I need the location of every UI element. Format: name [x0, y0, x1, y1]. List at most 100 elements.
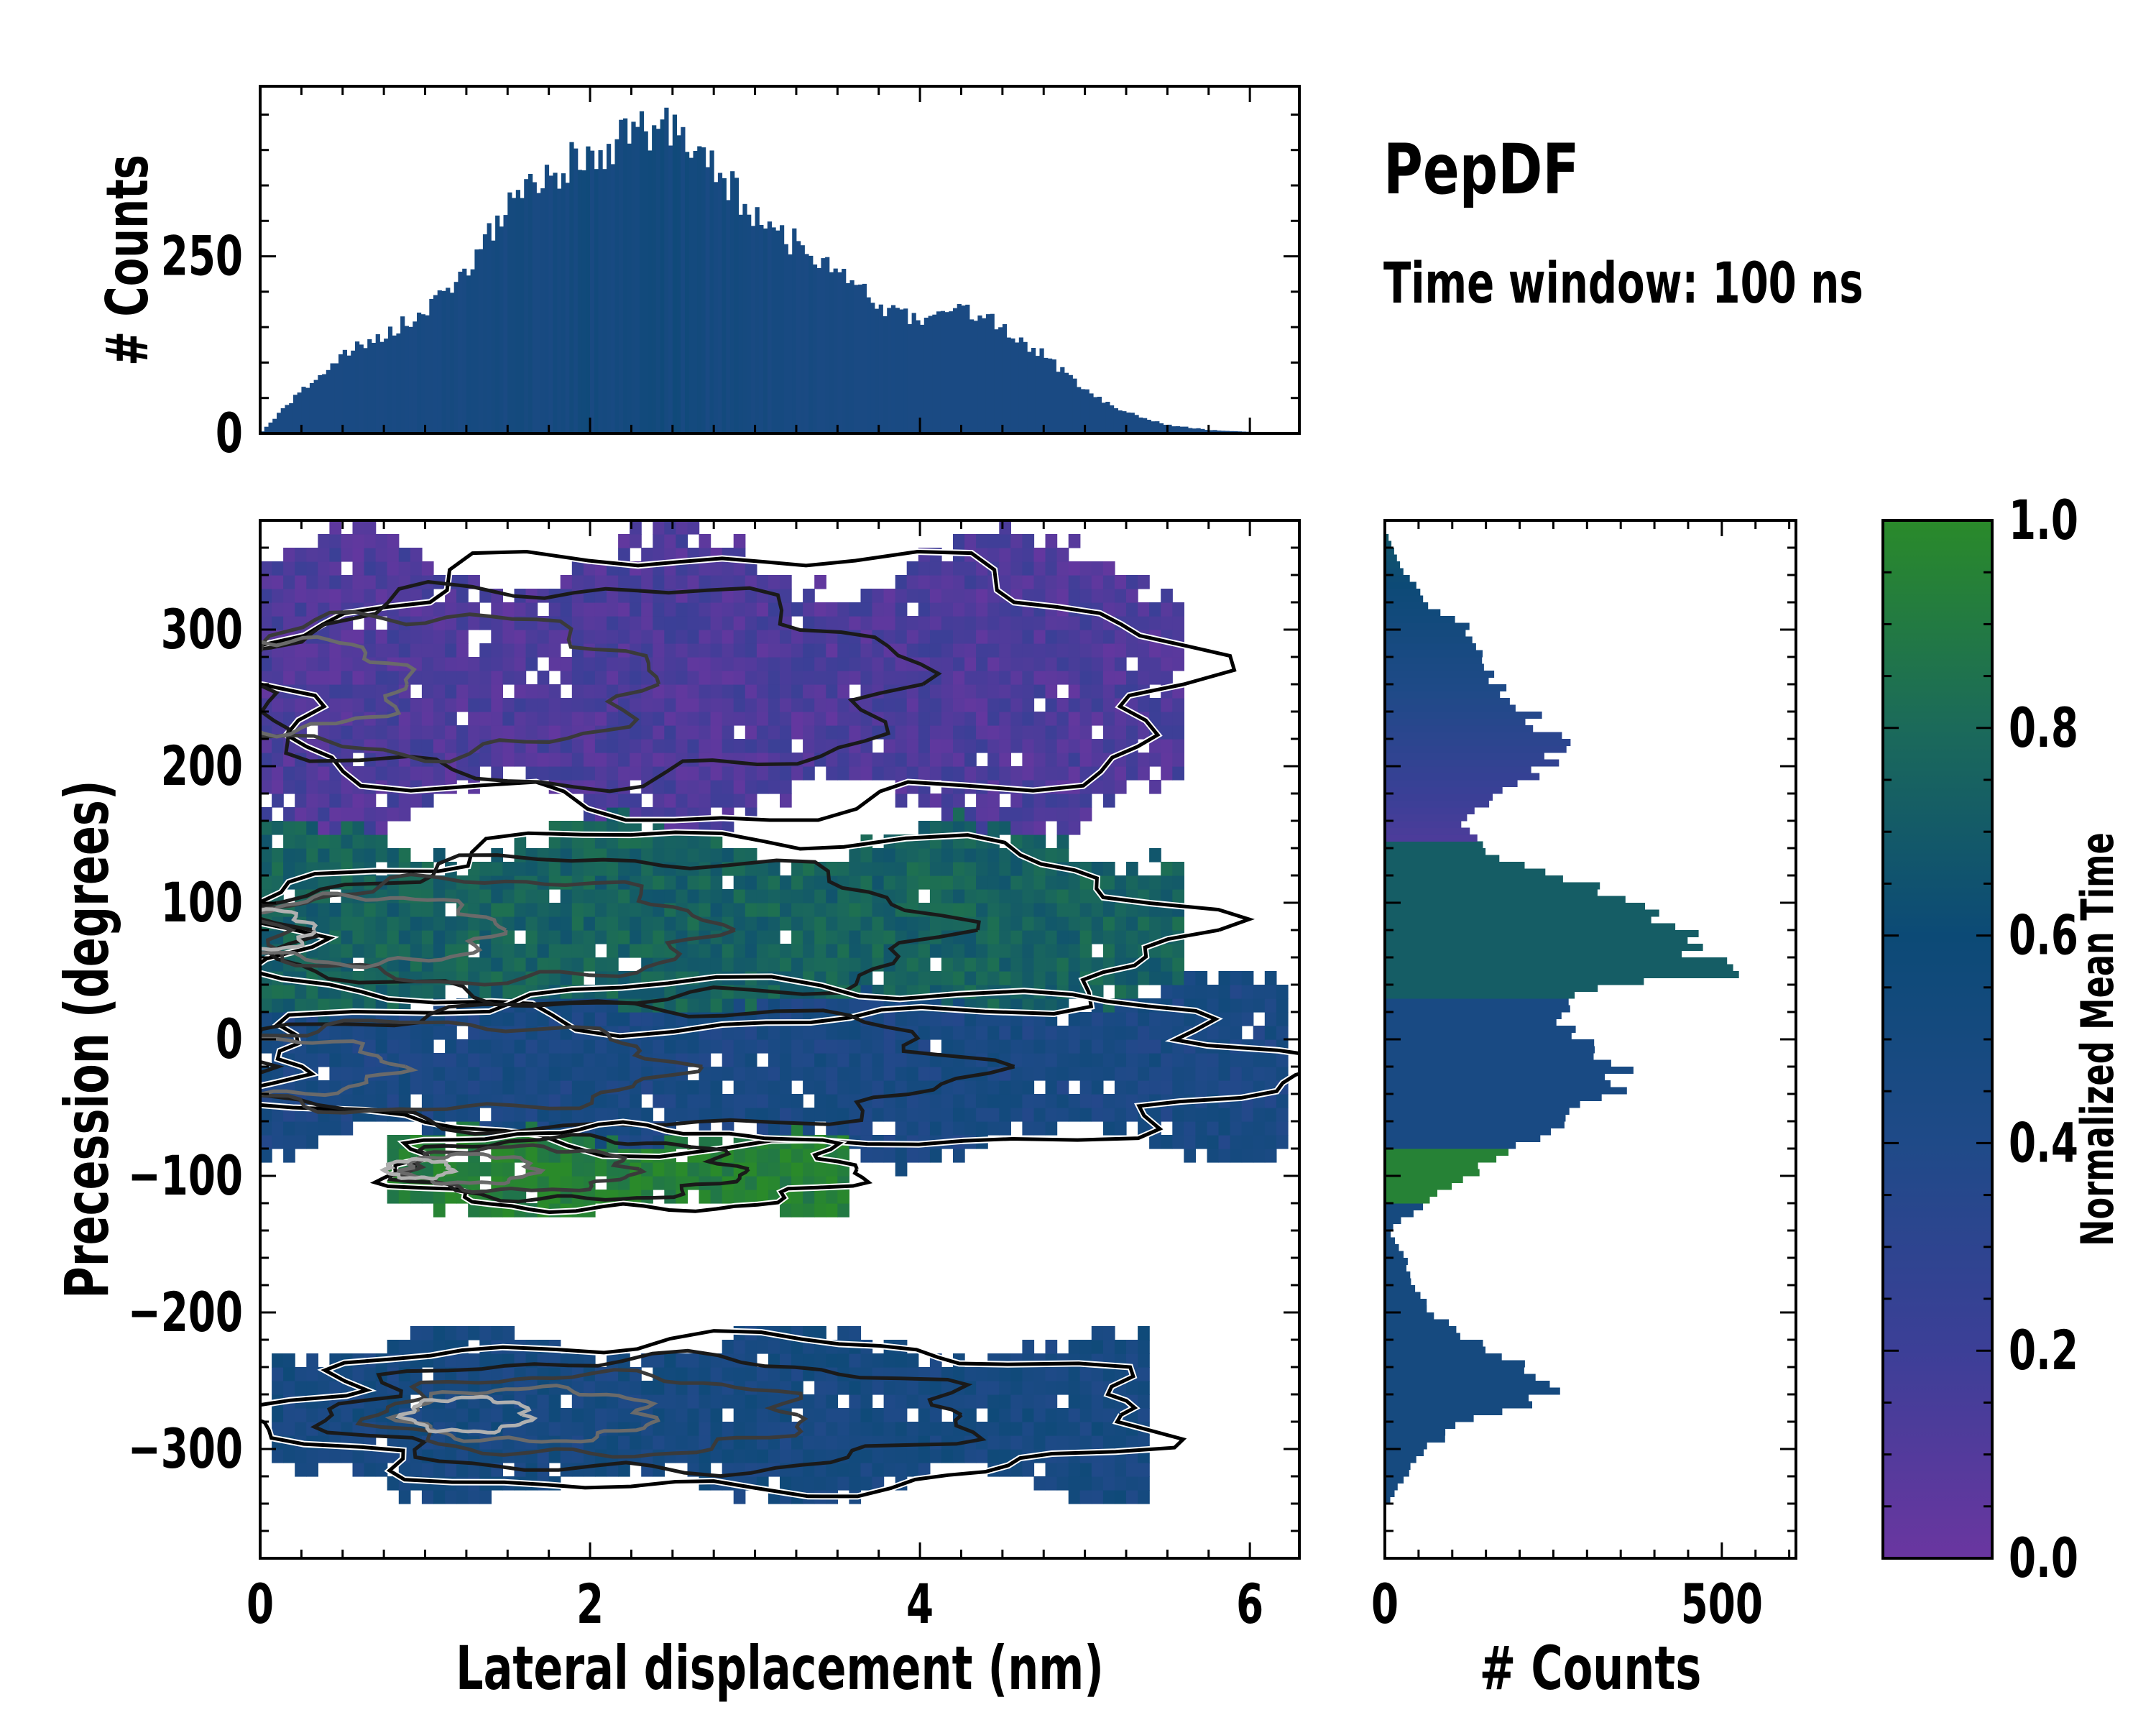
heatmap-cell: [964, 657, 977, 671]
heatmap-cell: [641, 1080, 653, 1095]
heatmap-cell: [607, 1176, 619, 1190]
heatmap-cell: [953, 1094, 965, 1108]
heatmap-cell: [491, 985, 503, 999]
heatmap-cell: [664, 1039, 676, 1054]
heatmap-cell: [537, 971, 550, 985]
side-histogram-bar: [1385, 568, 1404, 576]
heatmap-cell: [1033, 889, 1046, 903]
heatmap-cell: [733, 575, 746, 589]
heatmap-cell: [906, 1080, 919, 1095]
heatmap-cell: [976, 575, 988, 589]
top-histogram-bar: [1027, 351, 1032, 433]
heatmap-cell: [1010, 1053, 1023, 1067]
heatmap-cell: [1022, 998, 1035, 1013]
heatmap-cell: [283, 985, 295, 999]
heatmap-cell: [1172, 616, 1184, 630]
heatmap-cell: [895, 698, 908, 712]
heatmap-cell: [929, 589, 942, 603]
heatmap-cell: [318, 944, 330, 958]
top-histogram-bar: [866, 297, 871, 433]
heatmap-cell: [594, 794, 607, 808]
heatmap-cell: [1079, 712, 1092, 726]
heatmap-cell: [1184, 1080, 1196, 1095]
heatmap-cell: [745, 766, 757, 781]
heatmap-cell: [1161, 725, 1173, 740]
heatmap-cell: [421, 1067, 434, 1081]
heatmap-cell: [999, 657, 1011, 671]
heatmap-cell: [1253, 1121, 1266, 1136]
heatmap-cell: [1195, 1108, 1208, 1122]
heatmap-cell: [664, 1422, 676, 1436]
heatmap-cell: [1033, 643, 1046, 658]
heatmap-cell: [768, 698, 780, 712]
heatmap-cell: [860, 1381, 873, 1395]
top-histogram-bar: [379, 341, 384, 433]
heatmap-cell: [607, 1463, 619, 1477]
heatmap-cell: [814, 1162, 826, 1177]
heatmap-cell: [318, 589, 330, 603]
heatmap-cell: [918, 1149, 931, 1163]
heatmap-cell: [1195, 971, 1208, 985]
side-histogram-bar: [1385, 1073, 1606, 1081]
heatmap-cell: [791, 1094, 803, 1108]
heatmap-cell: [803, 739, 815, 753]
heatmap-cell: [641, 548, 653, 562]
heatmap-cell: [710, 766, 723, 781]
heatmap-cell: [468, 684, 480, 699]
heatmap-cell: [814, 1026, 826, 1040]
heatmap-cell: [745, 739, 757, 753]
heatmap-cell: [548, 630, 561, 644]
heatmap-cell: [537, 862, 550, 876]
heatmap-cell: [1045, 1039, 1058, 1054]
heatmap-cell: [814, 1326, 826, 1340]
heatmap-cell: [502, 1162, 515, 1177]
heatmap-cell: [421, 712, 434, 726]
heatmap-cell: [1068, 889, 1081, 903]
heatmap-cell: [398, 589, 411, 603]
heatmap-cell: [976, 534, 988, 548]
heatmap-cell: [548, 1094, 561, 1108]
heatmap-cell: [375, 671, 388, 685]
heatmap-cell: [502, 1080, 515, 1095]
heatmap-cell: [745, 903, 757, 917]
top-histogram-bar: [355, 341, 360, 433]
side-histogram-bar: [1385, 855, 1500, 862]
heatmap-cell: [1102, 1012, 1115, 1026]
heatmap-cell: [860, 1476, 873, 1491]
heatmap-cell: [803, 916, 815, 931]
heatmap-cell: [456, 630, 469, 644]
heatmap-cell: [860, 1026, 873, 1040]
heatmap-cell: [1264, 1094, 1277, 1108]
heatmap-cell: [699, 712, 711, 726]
heatmap-cell: [398, 1094, 411, 1108]
heatmap-cell: [514, 684, 527, 699]
heatmap-cell: [583, 602, 596, 617]
heatmap-cell: [1114, 1121, 1127, 1136]
main-y-tick-label: −300: [128, 1417, 243, 1481]
heatmap-cell: [491, 1067, 503, 1081]
heatmap-cell: [479, 725, 492, 740]
heatmap-cell: [1010, 1367, 1023, 1381]
heatmap-cell: [883, 1394, 896, 1409]
heatmap-cell: [1010, 575, 1023, 589]
heatmap-cell: [987, 1394, 1000, 1409]
heatmap-cell: [1022, 548, 1035, 562]
heatmap-cell: [699, 657, 711, 671]
heatmap-cell: [1022, 657, 1035, 671]
heatmap-cell: [1022, 684, 1035, 699]
heatmap-cell: [456, 643, 469, 658]
heatmap-cell: [1138, 698, 1150, 712]
heatmap-cell: [1079, 903, 1092, 917]
heatmap-cell: [722, 1422, 734, 1436]
side-histogram-bar: [1385, 1340, 1483, 1347]
heatmap-cell: [1161, 971, 1173, 985]
heatmap-cell: [1138, 1476, 1150, 1491]
heatmap-cell: [560, 957, 573, 972]
heatmap-cell: [953, 1108, 965, 1122]
heatmap-cell: [341, 821, 354, 835]
heatmap-cell: [1056, 657, 1069, 671]
heatmap-cell: [676, 712, 688, 726]
heatmap-cell: [618, 1435, 630, 1450]
heatmap-cell: [491, 971, 503, 985]
top-histogram-bar: [297, 392, 302, 433]
